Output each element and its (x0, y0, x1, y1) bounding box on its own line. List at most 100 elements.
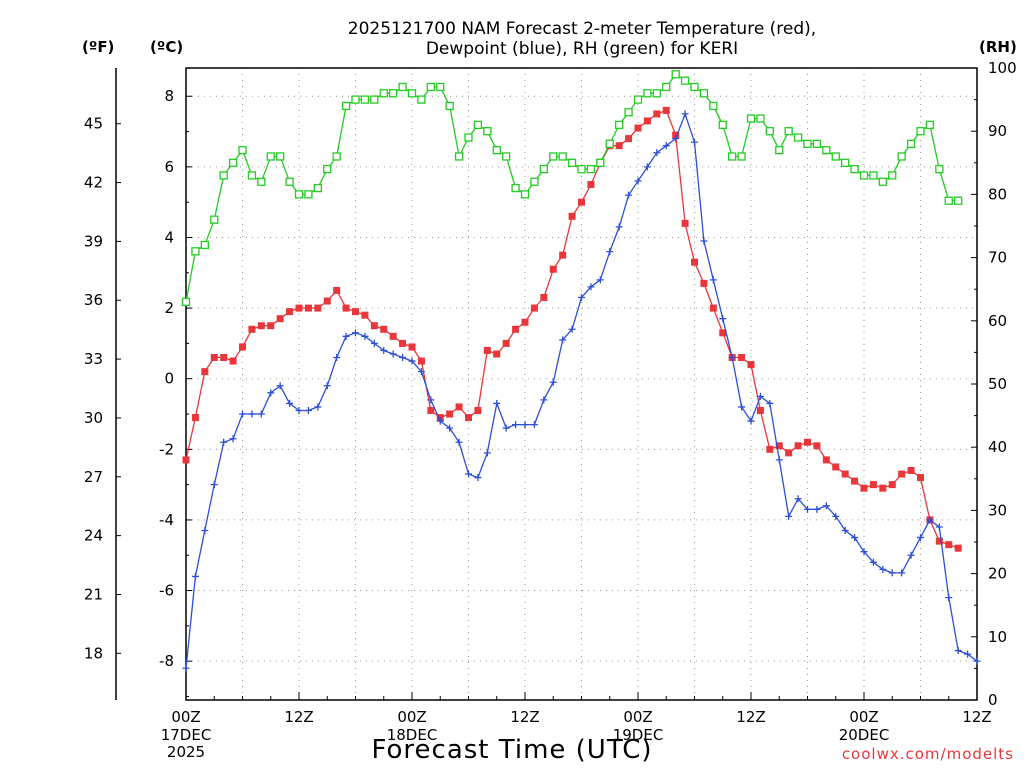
rh-point (652, 89, 661, 98)
rh-point (304, 190, 313, 199)
rh-point (454, 152, 464, 161)
temperature-point (709, 304, 717, 312)
series-rh (181, 70, 963, 306)
dewpoint-point (851, 534, 859, 542)
temperature-point (681, 219, 689, 227)
temperature-point (248, 325, 256, 333)
temperature-point (888, 481, 896, 489)
temperature-point (333, 286, 341, 294)
dewpoint-point (926, 516, 934, 524)
rh-point (426, 82, 435, 92)
rh-point (954, 196, 963, 205)
temperature-point (201, 368, 209, 376)
temperature-point (512, 325, 520, 333)
dewpoint-point (709, 276, 717, 284)
chart-title-line1: 2025121700 NAM Forecast 2-meter Temperat… (348, 19, 816, 39)
temperature-point (408, 343, 416, 351)
rh-point (935, 164, 944, 174)
temperature-point (352, 308, 359, 316)
dewpoint-point (964, 650, 972, 658)
celsius-axis-unit: (ºC) (150, 38, 183, 56)
celsius-tick-label: -4 (159, 511, 174, 529)
temperature-point (766, 445, 774, 453)
rh-point (247, 171, 257, 180)
rh-point (605, 139, 614, 148)
temperature-point (530, 304, 538, 312)
rh-point (181, 297, 191, 306)
temperature-point (370, 322, 378, 330)
dewpoint-point (502, 424, 510, 432)
temperature-point (502, 339, 510, 347)
fahrenheit-tick-label: 30 (84, 409, 103, 427)
axes (115, 67, 978, 701)
rh-point (341, 101, 351, 111)
temperature-point (869, 481, 877, 489)
temperature-point (879, 484, 887, 492)
dewpoint-point (399, 354, 407, 362)
dewpoint-point (210, 481, 218, 489)
dewpoint-point (352, 329, 359, 337)
rh-point (483, 127, 492, 136)
temperature-point (540, 293, 548, 301)
rh-point (784, 127, 793, 136)
temperature-point (747, 361, 755, 369)
celsius-tick-label: 2 (164, 299, 174, 317)
temperature-point (945, 541, 953, 549)
rh-point (370, 95, 379, 104)
rh-point (822, 146, 831, 155)
rh-point (869, 171, 878, 180)
dewpoint-point (804, 505, 811, 513)
dewpoint-point (304, 406, 312, 414)
x-tick-label: 12Z (736, 708, 765, 726)
rh-tick-label: 10 (988, 628, 1007, 646)
temperature-point (822, 456, 830, 464)
rh-point (577, 164, 586, 174)
celsius-tick-label: 4 (164, 228, 174, 246)
celsius-tick-label: 8 (164, 87, 174, 105)
fahrenheit-tick-label: 45 (84, 115, 103, 133)
x-axis-label: Forecast Time (UTC) (371, 735, 652, 765)
x-tick-label: 00Z (849, 708, 878, 726)
x-tick-label: 00Z (171, 708, 200, 726)
celsius-tick-label: 0 (164, 370, 174, 388)
celsius-tick-label: 6 (164, 158, 174, 176)
temperature-point (455, 403, 463, 411)
series-dewpoint (182, 110, 981, 672)
temperature-point (672, 131, 680, 139)
rh-point (360, 95, 370, 104)
rh-point (775, 146, 784, 155)
dewpoint-point (568, 325, 576, 333)
gridlines (186, 68, 977, 700)
dewpoint-point (540, 396, 548, 404)
x-tick-label: 00Z (623, 708, 652, 726)
fahrenheit-tick-label: 27 (84, 468, 103, 486)
rh-point (266, 152, 275, 161)
plot-frame (185, 67, 978, 701)
rh-point (558, 152, 567, 161)
dewpoint-point (625, 191, 633, 199)
rh-point (878, 177, 887, 186)
dewpoint-point (719, 315, 727, 323)
dewpoint-point (389, 350, 397, 358)
temperature-point (276, 315, 284, 323)
rh-tick-label: 0 (988, 691, 998, 709)
rh-point (944, 196, 953, 205)
temperature-point (700, 279, 708, 287)
dewpoint-point (822, 502, 830, 510)
dewpoint-point (813, 505, 821, 513)
rh-point (539, 164, 548, 174)
temperature-point (436, 414, 444, 422)
fahrenheit-tick-label: 36 (84, 291, 103, 309)
dewpoint-point (361, 332, 369, 340)
dewpoint-point (888, 569, 896, 577)
temperature-point (220, 354, 228, 362)
temperature-point (267, 322, 275, 330)
dewpoint-point (738, 403, 746, 411)
dewpoint-point (521, 421, 529, 429)
credit-link[interactable]: coolwx.com/modelts (842, 745, 1014, 763)
fahrenheit-tick-label: 42 (84, 174, 103, 192)
temperature-point (662, 106, 670, 114)
temperature-point (907, 467, 915, 475)
temperature-point (615, 142, 623, 150)
temperature-point (578, 198, 585, 206)
